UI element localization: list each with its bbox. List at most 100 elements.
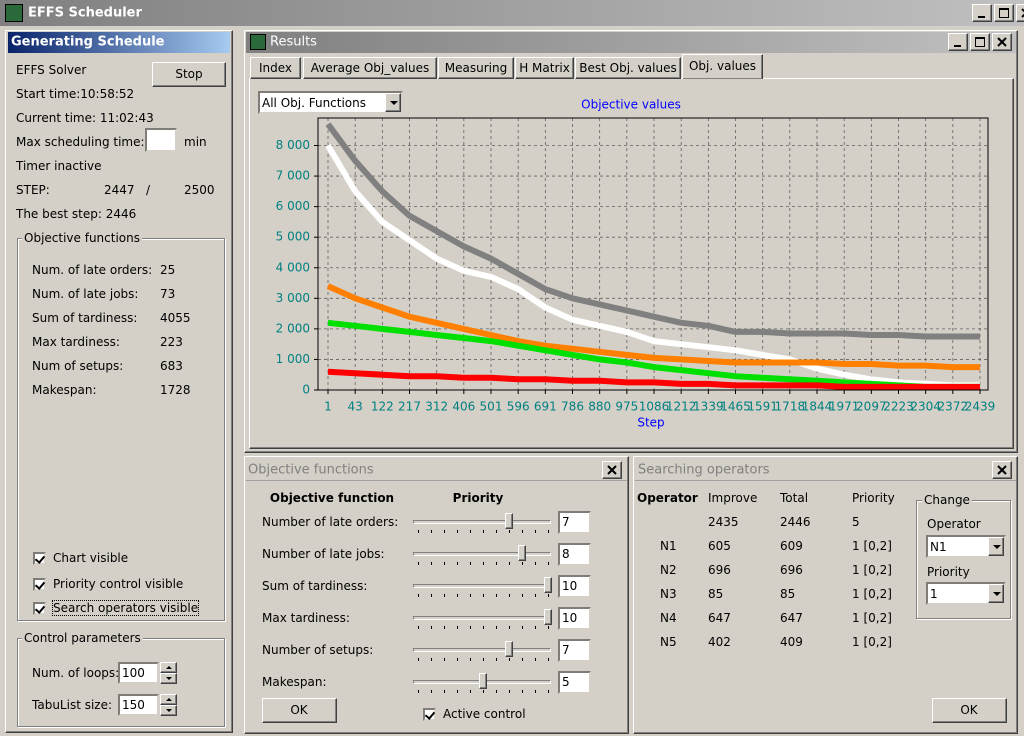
control-label: Num. of loops:	[32, 666, 120, 680]
checkbox[interactable]	[423, 708, 436, 721]
checkbox[interactable]	[33, 602, 46, 615]
priority-input[interactable]	[558, 575, 591, 598]
column-header: Priority	[852, 491, 895, 505]
spin-up[interactable]	[160, 662, 177, 673]
step-label: STEP:	[16, 183, 50, 197]
priority-value: 8	[562, 547, 570, 561]
tab[interactable]	[575, 57, 681, 79]
checkbox-label[interactable]: Search operators visible	[51, 600, 200, 616]
ok-button[interactable]	[262, 698, 337, 723]
spin-input[interactable]	[118, 662, 159, 684]
objective-label: Sum of tardiness:	[32, 311, 138, 325]
window-close-button[interactable]	[992, 33, 1012, 51]
ok-button[interactable]	[932, 698, 1007, 723]
priority-combo-arrow[interactable]	[988, 584, 1004, 603]
priority-input[interactable]	[558, 671, 591, 694]
function-dropdown[interactable]	[258, 91, 403, 114]
slider-thumb[interactable]	[479, 673, 487, 689]
priority-input[interactable]	[558, 543, 591, 566]
slider-tick	[535, 690, 536, 693]
operator-cell: 402	[708, 635, 731, 649]
tab[interactable]	[515, 57, 574, 79]
slider-tick	[470, 530, 471, 533]
current-time: Current time: 11:02:43	[16, 111, 154, 125]
objective-label: Num of setups:	[32, 359, 124, 373]
slider-thumb[interactable]	[518, 545, 526, 561]
priority-value: 7	[562, 643, 570, 657]
slider-tick	[522, 690, 523, 693]
operator-name: N1	[660, 539, 677, 553]
slider-track	[413, 552, 551, 556]
slider-tick	[548, 658, 549, 661]
stop-button-label[interactable]: Stop	[175, 67, 203, 81]
stop-button[interactable]	[152, 62, 226, 87]
panel-title-bar	[246, 458, 627, 481]
arrow	[166, 666, 172, 669]
ok-label[interactable]: OK	[960, 703, 978, 717]
tab-label[interactable]: Index	[258, 61, 293, 75]
field-label: Priority	[927, 565, 970, 579]
priority-input[interactable]	[558, 511, 591, 534]
tab-label[interactable]: Obj. values	[688, 59, 757, 73]
slider-thumb[interactable]	[544, 609, 552, 625]
spin-down[interactable]	[160, 673, 177, 684]
window-close-button[interactable]	[602, 461, 622, 479]
checkbox-label[interactable]: Chart visible	[53, 551, 129, 565]
objective-label: Number of late jobs:	[262, 547, 385, 561]
priority-input[interactable]	[558, 607, 591, 630]
tab[interactable]	[250, 57, 301, 79]
slider-tick	[496, 562, 497, 565]
step-total: 2500	[184, 183, 215, 197]
arrow	[993, 545, 1001, 549]
operator-cell: 609	[780, 539, 803, 553]
window-close-button[interactable]	[992, 461, 1012, 479]
window-min-button[interactable]	[972, 4, 992, 22]
tab-label[interactable]: H Matrix	[519, 61, 570, 75]
panel-header	[8, 32, 230, 53]
tab-label[interactable]: Measuring	[444, 61, 508, 75]
tab[interactable]	[438, 57, 514, 79]
slider-tick	[535, 530, 536, 533]
start-time: Start time:10:58:52	[16, 87, 135, 101]
icon	[997, 465, 1007, 475]
arrow	[166, 709, 172, 712]
function-dropdown-arrow[interactable]	[385, 93, 401, 112]
slider-thumb[interactable]	[505, 513, 513, 529]
spin-up[interactable]	[160, 694, 177, 705]
tab[interactable]	[303, 57, 437, 79]
priority-input[interactable]	[558, 639, 591, 662]
operator-combo-arrow[interactable]	[988, 537, 1004, 556]
window-min-button[interactable]	[948, 33, 968, 51]
operator-combo[interactable]	[926, 535, 1006, 558]
operator-combo-value: N1	[930, 539, 947, 554]
checkbox-label[interactable]: Active control	[443, 707, 526, 721]
column-header: Improve	[708, 491, 758, 505]
slider-tick	[457, 530, 458, 533]
window-max-button[interactable]	[994, 4, 1014, 22]
tab-label[interactable]: Average Obj_values	[310, 61, 430, 75]
tab-label[interactable]: Best Obj. values	[579, 61, 677, 75]
max-time-unit: min	[184, 135, 207, 149]
slider-thumb[interactable]	[505, 641, 513, 657]
spin-input[interactable]	[118, 694, 159, 716]
objective-label: Sum of tardiness:	[262, 579, 368, 593]
objective-value: 683	[160, 359, 183, 373]
window-close-button[interactable]	[1016, 4, 1024, 22]
slider-tick	[509, 626, 510, 629]
tab[interactable]	[682, 54, 763, 79]
operator-name: N4	[660, 611, 677, 625]
checkbox-label[interactable]: Priority control visible	[53, 577, 184, 591]
ok-label[interactable]: OK	[290, 703, 308, 717]
slider-tick	[509, 562, 510, 565]
slider-thumb[interactable]	[544, 577, 552, 593]
checkbox[interactable]	[33, 552, 46, 565]
window-max-button[interactable]	[970, 33, 990, 51]
checkbox[interactable]	[33, 578, 46, 591]
max-time-input[interactable]	[145, 128, 177, 152]
slider-tick	[457, 626, 458, 629]
spin-down[interactable]	[160, 705, 177, 716]
arrow	[390, 101, 398, 105]
results-icon	[250, 34, 266, 50]
priority-combo[interactable]	[926, 582, 1006, 605]
